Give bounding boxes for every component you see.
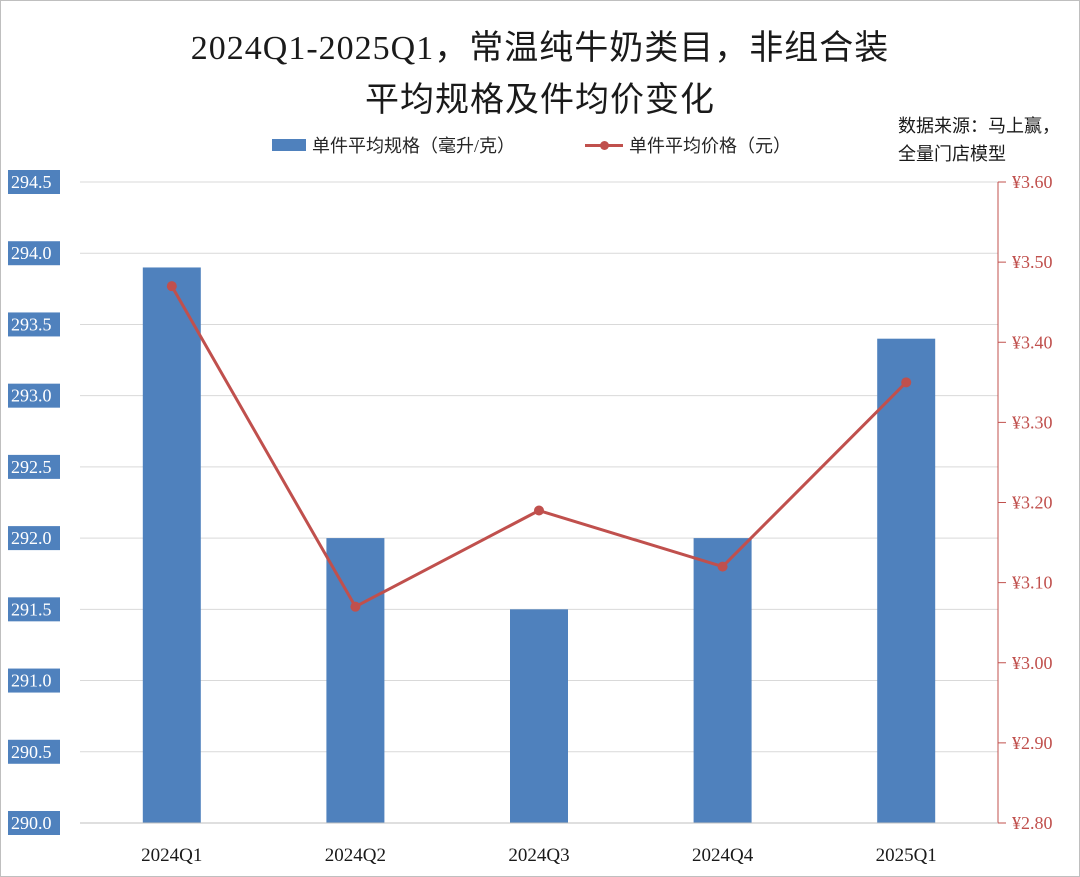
right-tick-label: ¥3.50 [1012, 252, 1053, 272]
left-tick-label: 292.0 [11, 528, 52, 548]
right-tick-label: ¥3.10 [1012, 573, 1053, 593]
left-tick-label: 290.0 [11, 813, 52, 833]
left-tick-bg [8, 241, 60, 266]
x-tick-label: 2024Q4 [692, 845, 754, 866]
price-point-2025Q1 [901, 377, 912, 388]
line-series [166, 281, 912, 612]
left-tick-bg [8, 170, 60, 194]
left-tick-bg [8, 454, 60, 479]
data-source-note: 数据来源：马上赢， 全量门店模型 [898, 112, 1060, 168]
left-tick-bg [8, 597, 60, 622]
right-tick-label: ¥3.30 [1012, 412, 1053, 432]
right-tick-label: ¥3.60 [1012, 172, 1053, 192]
x-tick-label: 2024Q1 [141, 845, 202, 866]
left-tick-label: 294.0 [11, 243, 52, 263]
bar-2024Q1 [142, 267, 201, 823]
x-tick-label: 2024Q2 [325, 845, 386, 866]
left-tick-bg [8, 811, 60, 835]
x-axis-ticks: 2024Q1 2024Q2 2024Q3 2024Q4 2025Q1 [80, 822, 998, 866]
right-tick-label: ¥3.40 [1012, 332, 1053, 352]
legend-label-size: 单件平均规格（毫升/克） [312, 136, 515, 156]
left-tick-bg [8, 739, 60, 764]
right-tick-label: ¥3.00 [1012, 653, 1053, 673]
left-tick-bg [8, 312, 60, 337]
left-tick-bg [8, 668, 60, 693]
right-tick-label: ¥2.80 [1012, 813, 1053, 833]
bar-2024Q2 [326, 538, 385, 823]
source-line-1: 数据来源：马上赢， [898, 116, 1060, 136]
left-tick-label: 292.5 [11, 457, 52, 477]
price-point-2024Q4 [717, 561, 728, 572]
legend-bar-swatch [272, 139, 306, 151]
price-point-2024Q2 [350, 601, 361, 612]
bar-series [142, 267, 936, 823]
x-tick-label: 2025Q1 [876, 845, 937, 866]
left-tick-bg [8, 383, 60, 408]
left-tick-label: 290.5 [11, 742, 52, 762]
bar-2025Q1 [877, 338, 936, 823]
price-line [170, 285, 908, 609]
left-tick-label: 293.0 [11, 386, 52, 406]
right-axis-ticks: ¥2.80 ¥2.90 ¥3.00 ¥3.10 ¥3.20 ¥3.30 ¥3.40 ¥3.50… [997, 172, 1053, 833]
legend-label-price: 单件平均价格（元） [629, 136, 791, 156]
left-tick-label: 294.5 [11, 172, 52, 192]
chart-title-line-2: 平均规格及件均价变化 [365, 82, 715, 119]
x-tick-label: 2024Q3 [508, 845, 569, 866]
price-point-2024Q3 [534, 505, 544, 516]
legend-item-size: 单件平均规格（毫升/克） [272, 132, 515, 158]
source-line-2: 全量门店模型 [898, 144, 1006, 164]
right-tick-label: ¥3.20 [1012, 493, 1053, 513]
right-tick-label: ¥2.90 [1012, 733, 1053, 753]
left-axis-ticks: 290.0 290.5 291.0 291.5 292.0 292.5 293.0 293.5… [8, 170, 60, 835]
legend-item-price: 单件平均价格（元） [585, 132, 791, 158]
bar-2024Q4 [693, 538, 752, 823]
bar-2024Q3 [510, 609, 568, 823]
left-tick-label: 291.0 [11, 671, 52, 691]
left-tick-bg [8, 526, 60, 551]
price-point-2024Q1 [166, 281, 177, 292]
chart-title-line-1: 2024Q1-2025Q1，常温纯牛奶类目，非组合装 [190, 30, 890, 67]
left-tick-label: 293.5 [11, 314, 52, 334]
legend-line-swatch [585, 139, 623, 151]
left-tick-label: 291.5 [11, 599, 52, 619]
